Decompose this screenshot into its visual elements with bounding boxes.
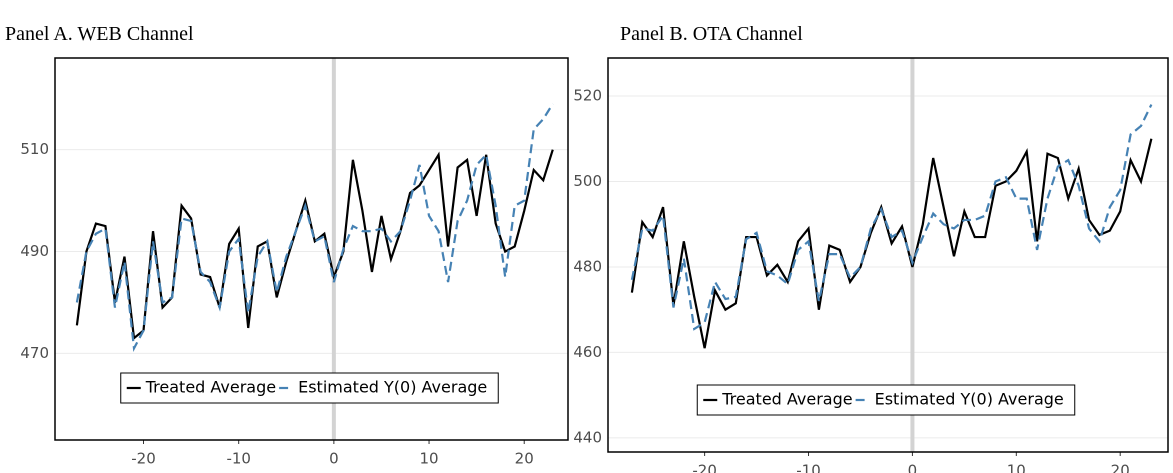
y-tick-label: 440	[573, 428, 602, 446]
legend: Treated Average Estimated Y(0) Average	[120, 372, 499, 404]
legend-label: Estimated Y(0) Average	[875, 390, 1064, 409]
y-tick-label: 520	[573, 87, 602, 105]
series-line	[630, 104, 1153, 331]
y-tick-label: 490	[20, 242, 49, 260]
x-tick-label: 0	[908, 462, 918, 473]
legend-label: Treated Average	[721, 390, 852, 409]
series-line	[75, 149, 554, 341]
y-tick-label: 500	[573, 172, 602, 190]
legend-box	[696, 384, 1076, 416]
plot-frame	[54, 57, 569, 441]
x-tick-label: -10	[796, 462, 821, 473]
x-tick-label: 10	[419, 450, 438, 468]
panel-title: Panel A. WEB Channel	[5, 23, 194, 45]
x-tick-label: -20	[692, 462, 717, 473]
legend-label: Treated Average	[145, 378, 276, 397]
y-tick-label: 480	[573, 257, 602, 275]
series-line	[630, 138, 1153, 349]
series-line	[75, 103, 554, 352]
x-tick-label: -10	[226, 450, 251, 468]
y-tick-label: 460	[573, 343, 602, 361]
y-tick-label: 510	[20, 140, 49, 158]
x-tick-label: 20	[515, 450, 534, 468]
legend: Treated Average Estimated Y(0) Average	[696, 384, 1076, 416]
plot-frame	[607, 57, 1169, 453]
x-tick-label: 10	[1007, 462, 1026, 473]
x-tick-label: 0	[329, 450, 339, 468]
y-tick-label: 470	[20, 344, 49, 362]
panel-title: Panel B. OTA Channel	[620, 23, 803, 45]
legend-box	[120, 372, 499, 404]
x-tick-label: -20	[131, 450, 156, 468]
x-tick-label: 20	[1111, 462, 1130, 473]
legend-label: Estimated Y(0) Average	[298, 378, 487, 397]
